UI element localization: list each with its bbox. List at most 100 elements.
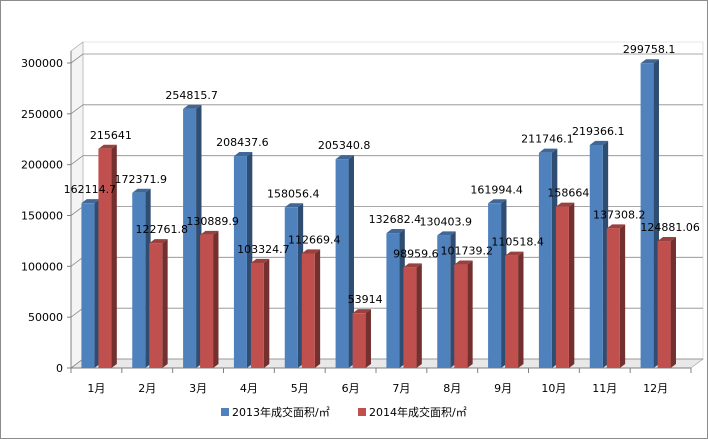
data-label: 254815.7 (165, 89, 218, 102)
bar-side-face (365, 309, 371, 368)
bar-front-face (183, 108, 197, 368)
bar-top-face (386, 229, 405, 234)
data-label: 132682.4 (369, 213, 422, 226)
bar-2014-11 (606, 224, 626, 368)
bar-top-face (335, 155, 354, 160)
legend-swatch (358, 408, 366, 416)
bar-2013-9 (488, 199, 507, 368)
bar-2014-6 (352, 309, 371, 368)
legend-swatch (221, 408, 229, 416)
data-label: 130403.9 (420, 215, 473, 228)
x-tick-label: 8月 (443, 382, 461, 395)
bar-2014-8 (454, 260, 473, 368)
bar-2013-5 (284, 203, 304, 368)
bar-top-face (98, 144, 117, 149)
bar-front-face (555, 206, 569, 368)
bar-side-face (670, 236, 676, 368)
legend-label: 2014年成交面积/㎡ (369, 405, 467, 419)
bar-top-face (454, 260, 473, 265)
bar-top-face (132, 188, 151, 193)
bar-2014-1 (98, 144, 117, 368)
x-tick-label: 3月 (189, 382, 207, 395)
bar-top-face (183, 104, 202, 109)
gridline (70, 53, 703, 64)
bar-side-face (314, 249, 321, 368)
bar-front-face (657, 241, 671, 368)
bar-top-face (437, 231, 456, 236)
bar-front-face (301, 253, 315, 368)
bar-front-face (403, 267, 417, 368)
bar-2013-2 (132, 188, 151, 368)
data-label: 158664 (547, 187, 589, 200)
y-tick-label: 0 (56, 362, 63, 375)
bar-side-face (111, 144, 117, 368)
bar-front-face (606, 228, 620, 368)
bar-top-face (250, 258, 270, 263)
y-tick-label: 100000 (21, 260, 63, 273)
bar-side-face (416, 263, 422, 368)
bar-2014-3 (200, 230, 219, 368)
data-labels: 162114.7 215641 172371.9 122761.8 254815.7 13… (64, 43, 700, 306)
data-label: 208437.6 (216, 136, 269, 149)
legend-item-2014: 2014年成交面积/㎡ (358, 405, 467, 419)
bar-2014-5 (301, 249, 321, 368)
data-label: 101739.2 (441, 245, 494, 258)
data-label: 112669.4 (288, 233, 341, 246)
bar-top-face (149, 239, 168, 244)
bar-top-face (505, 251, 524, 256)
data-label: 219366.1 (572, 125, 625, 138)
bar-top-face (488, 199, 507, 204)
data-label: 299758.1 (623, 43, 676, 56)
bar-2013-1 (81, 199, 100, 368)
bar-front-face (132, 192, 146, 368)
bar-2014-4 (250, 258, 270, 368)
bar-front-face (589, 144, 603, 368)
bar-2014-10 (555, 202, 575, 368)
x-axis: 1月 2月 3月 4月 5月 6月 7月 8月 9月 10月 11月 12月 (70, 367, 692, 395)
bar-side-face (568, 202, 575, 368)
bar-top-face (233, 152, 253, 157)
x-tick-label: 7月 (392, 382, 410, 395)
bar-front-face (98, 148, 112, 368)
bar-top-face (589, 140, 609, 145)
bar-top-face (301, 249, 321, 254)
bar-2013-6 (335, 155, 354, 368)
bar-top-face (657, 236, 676, 242)
x-tick-label: 4月 (240, 382, 258, 395)
bar-side-face (162, 239, 168, 368)
bar-front-face (250, 262, 264, 368)
x-tick-label: 1月 (87, 382, 105, 395)
bar-front-face (386, 233, 400, 368)
legend-item-2013: 2013年成交面积/㎡ (221, 405, 330, 419)
bar-top-face (284, 203, 304, 208)
bar-top-face (403, 263, 422, 268)
y-axis: 0 50000 100000 150000 200000 250000 300000 (21, 51, 72, 375)
bar-2014-12 (657, 236, 676, 368)
bar-side-face (518, 251, 524, 368)
bar-2013-10 (538, 148, 558, 368)
data-label: 161994.4 (470, 183, 523, 196)
side-wall (70, 41, 84, 369)
data-label: 130889.9 (186, 215, 239, 228)
x-tick-label: 11月 (592, 382, 617, 395)
y-tick-label: 50000 (28, 311, 63, 324)
y-tick-label: 300000 (21, 57, 63, 70)
bar-top-face (640, 59, 659, 64)
bar-front-face (352, 313, 366, 368)
bar-front-face (335, 159, 349, 368)
data-label: 53914 (348, 293, 383, 306)
bar-front-face (200, 234, 214, 368)
y-tick-label: 250000 (21, 108, 63, 121)
x-tick-label: 2月 (138, 382, 156, 395)
bar-front-face (488, 203, 502, 368)
gridline (70, 104, 703, 115)
x-tick-label: 9月 (494, 382, 512, 395)
data-label: 172371.9 (115, 173, 168, 186)
bar-side-face (263, 258, 270, 368)
bar-top-face (606, 224, 626, 229)
bar-2014-2 (149, 239, 168, 368)
x-tick-label: 10月 (541, 382, 566, 395)
bars (81, 59, 676, 369)
